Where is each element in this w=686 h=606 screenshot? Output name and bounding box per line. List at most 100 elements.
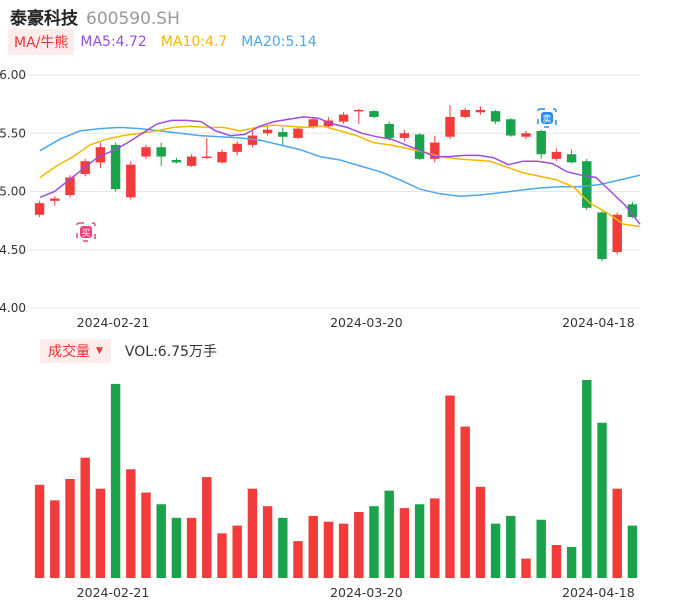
candle-body <box>521 133 531 137</box>
candle-body <box>536 130 546 155</box>
candle <box>141 144 151 159</box>
marker-glyph: 买 <box>81 228 90 239</box>
stock-code: 600590.SH <box>86 9 180 29</box>
candle-body <box>627 204 638 218</box>
candle <box>399 129 410 142</box>
candle <box>521 130 531 140</box>
candle-body <box>490 111 501 122</box>
candle-body <box>369 111 379 117</box>
marker-frame <box>537 108 557 128</box>
volume-bar <box>232 525 242 578</box>
candle <box>156 142 166 166</box>
volume-value: VOL:6.75万手 <box>124 344 217 360</box>
candle-body <box>95 147 106 163</box>
volume-bar <box>171 517 182 578</box>
candle-body <box>612 214 622 253</box>
candle <box>460 107 470 119</box>
candle <box>171 157 182 164</box>
y-tick-label: 5.00 <box>0 185 26 199</box>
candle-body <box>247 135 258 145</box>
ma20-legend: MA20:5.14 <box>241 34 317 50</box>
volume-bar <box>490 523 501 578</box>
volume-bar <box>354 512 364 578</box>
candle-body <box>506 119 516 136</box>
volume-bar <box>95 488 106 578</box>
candle <box>490 109 501 124</box>
volume-bar <box>247 488 258 578</box>
candle-body <box>460 109 470 117</box>
candle-body <box>338 114 349 122</box>
candle-body <box>551 151 562 159</box>
volume-bar <box>50 500 60 578</box>
volume-bar <box>566 546 577 578</box>
candle-body <box>597 212 607 260</box>
volume-bar <box>323 521 334 578</box>
ma10-legend: MA10:4.7 <box>160 34 228 50</box>
candle-body <box>50 198 60 201</box>
candle-body <box>399 133 410 138</box>
volume-bar <box>536 519 546 578</box>
volume-bar <box>308 515 318 578</box>
candle <box>414 133 425 161</box>
candle <box>262 126 273 136</box>
volume-bar <box>551 545 562 578</box>
volume-bar <box>582 380 592 578</box>
marker-glyph: 卖 <box>542 114 551 125</box>
candle-body <box>384 123 394 138</box>
marker-fill <box>80 226 92 238</box>
volume-bar <box>278 517 288 578</box>
volume-bar <box>475 486 486 578</box>
ma5-legend: MA5:4.72 <box>80 34 147 50</box>
volume-bar <box>384 490 394 578</box>
candle <box>34 200 45 218</box>
volume-bar <box>202 477 212 578</box>
candle-body <box>445 116 455 137</box>
candle-body <box>414 134 425 159</box>
ma-mode-selector[interactable]: MA/牛熊 <box>8 29 75 55</box>
candle <box>217 149 227 164</box>
volume-header: 成交量 ▼ VOL:6.75万手 <box>40 339 217 363</box>
volume-indicator-selector[interactable]: 成交量 ▼ <box>40 339 111 363</box>
volume-bar <box>521 558 531 578</box>
marker-fill <box>541 112 553 124</box>
x-tick-label: 2024-02-21 <box>77 315 150 330</box>
candle-body <box>308 119 318 128</box>
volume-bar <box>80 457 90 578</box>
candle <box>551 148 562 162</box>
candle-body <box>126 164 136 198</box>
candle <box>186 154 197 168</box>
title-row: 泰豪科技 600590.SH <box>10 4 180 29</box>
candle <box>369 109 379 119</box>
candle-body <box>186 156 197 166</box>
ma-legend: MA/牛熊 MA5:4.72 MA10:4.7 MA20:5.14 <box>8 29 331 55</box>
candle <box>110 142 121 192</box>
candle <box>232 141 242 156</box>
candle <box>582 158 592 211</box>
candle-body <box>202 156 212 159</box>
candle-body <box>217 151 227 163</box>
candle-body <box>232 143 242 152</box>
x-tick-label: 2024-03-20 <box>330 585 403 600</box>
volume-bar <box>110 383 121 578</box>
candle <box>293 127 303 140</box>
candle <box>126 161 136 200</box>
volume-bar <box>126 469 136 578</box>
x-tick-label: 2024-03-20 <box>330 315 403 330</box>
candle <box>338 112 349 124</box>
candle-body <box>430 142 440 159</box>
volume-bar <box>414 504 425 578</box>
candle-body <box>156 147 166 157</box>
volume-bar <box>460 426 470 578</box>
dropdown-arrow-icon: ▼ <box>96 346 103 356</box>
marker-frame <box>76 222 96 242</box>
candle <box>597 211 607 262</box>
candle <box>475 106 486 115</box>
stock-name: 泰豪科技 <box>10 9 78 29</box>
candle-body <box>34 203 45 215</box>
volume-bar <box>186 517 197 578</box>
volume-bar <box>338 523 349 578</box>
volume-bar <box>34 484 45 578</box>
y-tick-label: 5.50 <box>0 126 26 140</box>
candle-body <box>110 144 121 190</box>
